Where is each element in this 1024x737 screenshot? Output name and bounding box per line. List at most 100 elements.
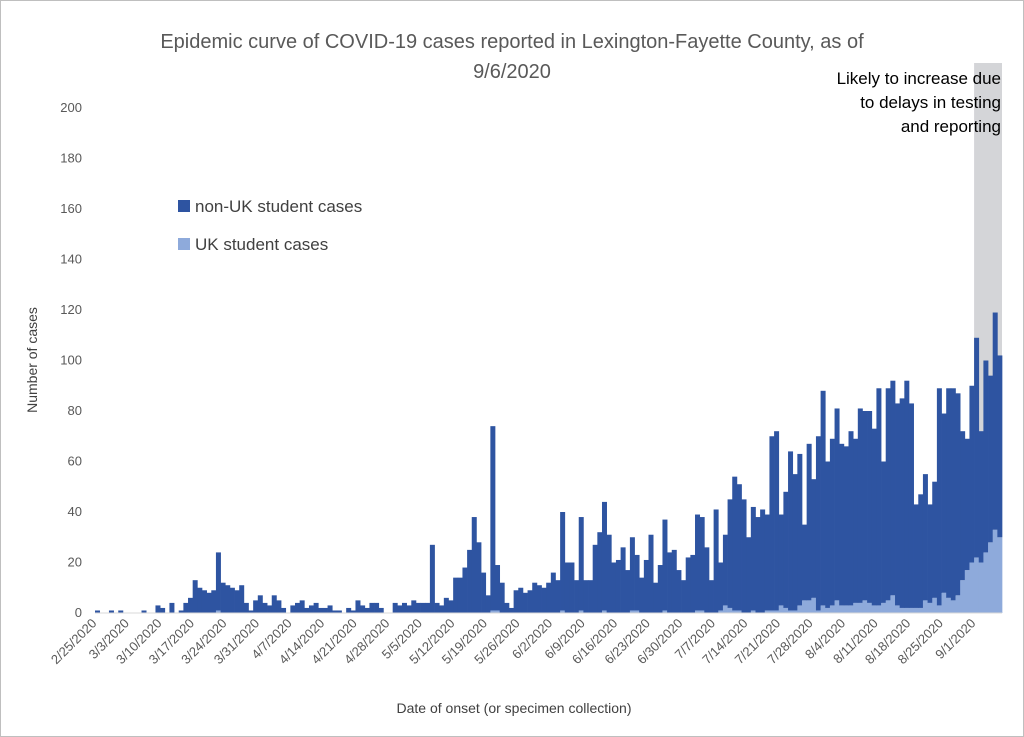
bar-uk-student xyxy=(876,605,882,613)
bar-non-uk-student xyxy=(220,582,226,613)
bar-non-uk-student xyxy=(215,552,221,611)
bar-non-uk-student xyxy=(360,605,366,613)
annotation-line-2: to delays in testing xyxy=(860,93,1001,112)
bar-non-uk-student xyxy=(346,607,352,613)
bar-uk-student xyxy=(829,605,835,613)
bar-non-uk-student xyxy=(922,474,928,601)
bar-non-uk-student xyxy=(211,590,217,613)
bar-uk-student xyxy=(918,607,924,613)
bar-non-uk-student xyxy=(527,590,533,613)
bar-non-uk-student xyxy=(267,605,273,613)
bar-non-uk-student xyxy=(871,428,877,606)
bar-uk-student xyxy=(629,610,635,613)
bar-non-uk-student xyxy=(681,580,687,613)
bar-non-uk-student xyxy=(890,380,896,596)
bar-uk-student xyxy=(695,610,701,613)
y-tick-label: 140 xyxy=(60,252,82,267)
bar-uk-student xyxy=(843,605,849,613)
bar-uk-student xyxy=(792,610,798,613)
bar-non-uk-student xyxy=(885,388,891,601)
bar-uk-student xyxy=(718,610,724,613)
bar-uk-student xyxy=(881,602,887,613)
x-tick-labels: 2/25/20203/3/20203/10/20203/17/20203/24/… xyxy=(48,616,979,668)
bar-non-uk-student xyxy=(299,600,305,613)
bar-uk-student xyxy=(871,605,877,613)
bar-uk-student xyxy=(815,610,821,613)
x-axis-label: Date of onset (or specimen collection) xyxy=(397,700,632,716)
bar-uk-student xyxy=(736,610,742,613)
bar-non-uk-student xyxy=(560,512,566,611)
bar-uk-student xyxy=(662,610,668,613)
bar-uk-student xyxy=(820,605,826,613)
bar-non-uk-student xyxy=(848,431,854,606)
bar-non-uk-student xyxy=(811,479,817,598)
bar-non-uk-student xyxy=(425,602,431,613)
bar-uk-student xyxy=(908,607,914,613)
bar-non-uk-student xyxy=(625,570,631,613)
bar-non-uk-student xyxy=(304,607,310,613)
bar-non-uk-student xyxy=(476,542,482,613)
bar-non-uk-student xyxy=(457,577,463,613)
bar-uk-student xyxy=(932,597,938,613)
chart-title-line-2: 9/6/2020 xyxy=(473,61,551,83)
bar-non-uk-student xyxy=(760,509,766,613)
bar-uk-student xyxy=(722,605,728,613)
bar-non-uk-student xyxy=(546,582,552,613)
bar-non-uk-student xyxy=(908,403,914,608)
bar-non-uk-student xyxy=(578,517,584,611)
y-tick-label: 180 xyxy=(60,151,82,166)
bar-non-uk-student xyxy=(415,602,421,613)
bar-uk-student xyxy=(862,600,868,613)
bar-non-uk-student xyxy=(820,390,826,606)
bar-non-uk-student xyxy=(429,544,435,613)
bar-uk-student xyxy=(867,602,873,613)
bar-non-uk-student xyxy=(257,595,263,613)
bar-non-uk-student xyxy=(262,602,268,613)
bar-non-uk-student xyxy=(290,605,296,613)
bar-non-uk-student xyxy=(941,413,947,593)
bar-non-uk-student xyxy=(964,438,970,571)
bar-non-uk-student xyxy=(369,602,375,613)
bar-non-uk-student xyxy=(485,595,491,613)
bar-non-uk-student xyxy=(769,436,775,611)
bar-non-uk-student xyxy=(867,411,873,603)
bar-non-uk-student xyxy=(513,590,519,613)
bar-non-uk-student xyxy=(606,534,612,613)
bar-non-uk-student xyxy=(611,562,617,613)
bar-non-uk-student xyxy=(774,431,780,611)
bar-non-uk-student xyxy=(206,592,212,613)
bar-non-uk-student xyxy=(350,610,356,613)
bar-uk-student xyxy=(988,542,994,613)
bar-uk-student xyxy=(578,610,584,613)
bar-non-uk-student xyxy=(183,602,189,613)
bar-non-uk-student xyxy=(736,484,742,611)
bar-non-uk-student xyxy=(564,562,570,613)
bar-non-uk-student xyxy=(969,385,975,563)
bar-non-uk-student xyxy=(401,602,407,613)
bar-uk-student xyxy=(964,570,970,613)
bar-non-uk-student xyxy=(704,547,710,613)
bar-non-uk-student xyxy=(667,552,673,613)
bar-non-uk-student xyxy=(662,519,668,611)
bar-non-uk-student xyxy=(815,436,821,611)
bar-non-uk-student xyxy=(555,580,561,613)
bar-non-uk-student xyxy=(997,355,1003,538)
bar-non-uk-student xyxy=(295,602,301,613)
annotation-line-1: Likely to increase due xyxy=(837,69,1001,88)
bar-uk-student xyxy=(848,605,854,613)
bar-non-uk-student xyxy=(755,517,761,613)
bar-non-uk-student xyxy=(271,595,277,613)
bar-non-uk-student xyxy=(843,446,849,606)
bar-non-uk-student xyxy=(592,544,598,613)
bar-non-uk-student xyxy=(746,537,752,613)
bar-non-uk-student xyxy=(569,562,575,613)
bar-non-uk-student xyxy=(722,534,728,606)
bar-uk-student xyxy=(969,562,975,613)
legend-swatch-non-uk xyxy=(178,200,190,212)
bar-non-uk-student xyxy=(155,605,161,613)
bar-non-uk-student xyxy=(313,602,319,613)
bar-non-uk-student xyxy=(857,408,863,603)
bar-non-uk-student xyxy=(708,580,714,613)
bar-non-uk-student xyxy=(169,602,175,613)
bar-uk-student xyxy=(885,600,891,613)
